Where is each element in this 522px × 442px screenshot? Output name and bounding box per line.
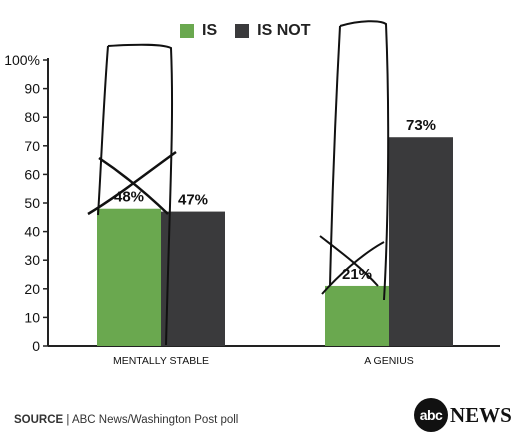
source-label: SOURCE bbox=[14, 414, 64, 426]
legend-item-is-not: IS NOT bbox=[235, 22, 310, 40]
news-wordmark: NEWS bbox=[450, 402, 512, 427]
y-tick-label: 50 bbox=[24, 195, 40, 211]
hand-drawn-outline-1 bbox=[97, 43, 174, 346]
data-label: 48% bbox=[114, 189, 144, 206]
legend-label-is: IS bbox=[202, 22, 218, 39]
bar bbox=[389, 137, 453, 346]
source-text: ABC News/Washington Post poll bbox=[71, 414, 239, 426]
data-label: 21% bbox=[342, 266, 372, 283]
hand-drawn-cross-2 bbox=[319, 235, 385, 295]
y-tick-label: 100% bbox=[4, 52, 40, 68]
bar bbox=[97, 208, 161, 346]
y-tick-label: 60 bbox=[24, 166, 40, 182]
bar bbox=[161, 211, 225, 346]
legend-swatch-is-not bbox=[235, 24, 250, 38]
abc-news-logo: abc NEWS bbox=[414, 398, 512, 432]
legend-item-is: IS bbox=[180, 22, 217, 40]
abc-logo-mark: abc bbox=[414, 398, 448, 432]
source-divider: | bbox=[66, 414, 72, 426]
y-tick-label: 70 bbox=[24, 138, 40, 154]
y-tick-label: 10 bbox=[24, 309, 40, 325]
hand-drawn-outline-2 bbox=[329, 20, 390, 301]
legend-label-is-not: IS NOT bbox=[257, 22, 311, 39]
bar bbox=[325, 285, 389, 346]
source-line: SOURCE | ABC News/Washington Post poll bbox=[14, 414, 238, 426]
hand-drawn-cross-1 bbox=[87, 150, 177, 216]
y-tick-label: 0 bbox=[32, 338, 40, 354]
y-tick-label: 30 bbox=[24, 252, 40, 268]
y-tick-label: 20 bbox=[24, 281, 40, 297]
data-label: 47% bbox=[178, 192, 208, 209]
y-tick-label: 40 bbox=[24, 224, 40, 240]
data-label: 73% bbox=[406, 117, 436, 134]
y-tick-label: 80 bbox=[24, 109, 40, 125]
legend-swatch-is bbox=[180, 24, 194, 38]
x-tick-label: MENTALLY STABLE bbox=[113, 355, 209, 367]
y-tick-label: 90 bbox=[24, 81, 40, 97]
x-tick-label: A GENIUS bbox=[364, 355, 414, 367]
legend: IS IS NOT bbox=[180, 22, 310, 40]
